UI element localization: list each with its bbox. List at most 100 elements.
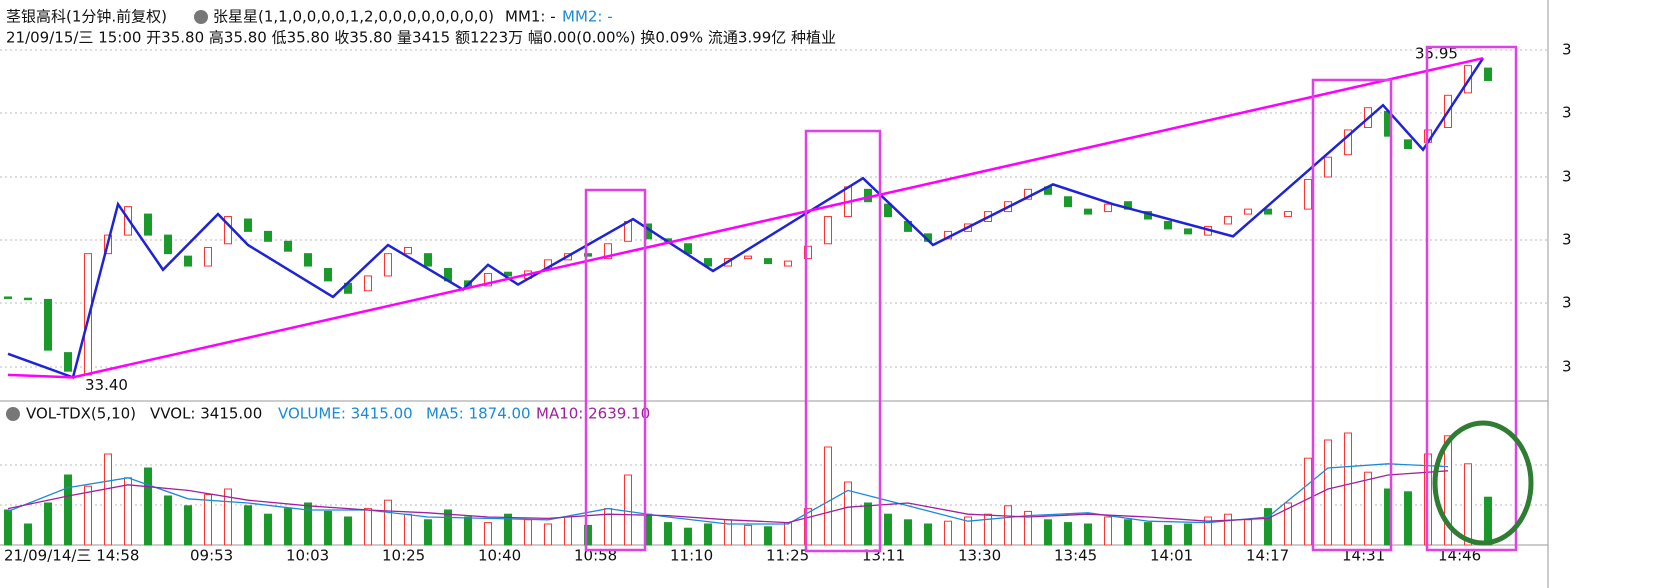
- volume-bar: [1024, 510, 1032, 546]
- candle: [784, 260, 792, 267]
- candle: [184, 255, 192, 267]
- time-label: 14:01: [1150, 547, 1193, 565]
- indicator-icon: [194, 10, 208, 24]
- volume-bar: [24, 523, 32, 546]
- volume-bar: [1264, 508, 1272, 546]
- candle: [484, 272, 492, 287]
- volume-label: VOLUME: 3415.00: [278, 405, 413, 423]
- volume-bar: [64, 474, 72, 546]
- right-axis-label: 3: [1562, 231, 1572, 249]
- volume-bar: [664, 522, 672, 546]
- marks: 35.95 33.40 3 3 3 3 3 3 21/09/14/三 14:58 09:53 10:…: [4, 41, 1572, 565]
- candle: [1084, 208, 1092, 215]
- candle: [424, 253, 432, 267]
- time-label: 14:17: [1246, 547, 1289, 565]
- volume-bar: [44, 502, 52, 546]
- candle: [504, 271, 512, 277]
- volume-bar: [764, 526, 772, 546]
- candle: [1304, 178, 1312, 210]
- highlight-box: [804, 129, 882, 553]
- volume-bar: [144, 467, 152, 546]
- time-label: 13:11: [862, 547, 905, 565]
- volume-bar: [1224, 513, 1232, 546]
- candle: [1244, 208, 1252, 215]
- candle: [1224, 216, 1232, 225]
- volume-bar: [824, 446, 832, 546]
- volume-title: VOL-TDX(5,10): [26, 405, 136, 423]
- volume-bar: [1164, 524, 1172, 546]
- vvol: VVOL: 3415.00: [150, 405, 262, 423]
- volume-icon: [6, 407, 20, 421]
- right-axis-label: 3: [1562, 168, 1572, 186]
- time-label: 11:25: [766, 547, 809, 565]
- volume-bar: [944, 520, 952, 546]
- time-label: 09:53: [190, 547, 233, 565]
- volume-bar: [204, 494, 212, 546]
- candle: [1404, 139, 1412, 150]
- candle: [324, 268, 332, 282]
- highlight-box: [1425, 45, 1518, 552]
- volume-bar: [464, 516, 472, 546]
- volume-bar: [564, 516, 572, 546]
- volume-bar: [524, 519, 532, 546]
- volume-bar: [344, 516, 352, 546]
- volume-bar: [244, 505, 252, 546]
- volume-bar: [1104, 516, 1112, 546]
- time-label: 10:40: [478, 547, 521, 565]
- candle: [384, 253, 392, 277]
- volume-bar: [284, 508, 292, 546]
- volume-bar: [844, 481, 852, 546]
- right-axis-label: 3: [1562, 104, 1572, 122]
- volume-bar: [164, 495, 172, 546]
- candle: [304, 253, 312, 267]
- volume-bar: [1284, 502, 1292, 546]
- highlight-box: [1311, 78, 1393, 552]
- mm2: MM2: -: [562, 8, 613, 26]
- volume-bar: [404, 513, 412, 546]
- candle: [604, 243, 612, 260]
- volume-bar: [1124, 519, 1132, 546]
- volume-bar: [704, 523, 712, 546]
- candle: [224, 216, 232, 245]
- volume-bar: [1484, 496, 1492, 546]
- volume-bar: [224, 488, 232, 546]
- right-axis-label: 3: [1562, 358, 1572, 376]
- volume-bar: [1044, 519, 1052, 546]
- volume-bar: [324, 510, 332, 546]
- volume-bar: [1404, 491, 1412, 546]
- volume-bar: [964, 516, 972, 546]
- volume-bar: [1004, 505, 1012, 546]
- candle: [1484, 67, 1492, 81]
- volume-bar: [864, 502, 872, 546]
- candle: [364, 275, 372, 292]
- volume-bar: [1324, 439, 1332, 546]
- extreme-label: 35.95: [1415, 44, 1458, 62]
- candle: [244, 218, 252, 232]
- candle: [824, 216, 832, 245]
- candle: [24, 297, 32, 301]
- ma5-line: [7, 463, 1449, 525]
- line: [7, 56, 1484, 379]
- time-label: 13:45: [1054, 547, 1097, 565]
- volume-bar: [444, 509, 452, 546]
- volume-bar: [1304, 457, 1312, 546]
- volume-bar: [424, 519, 432, 546]
- volume-bar: [684, 527, 692, 546]
- candle: [44, 298, 52, 351]
- volume-bar: [884, 513, 892, 546]
- volume-bar: [544, 523, 552, 546]
- volume-bar: [984, 513, 992, 546]
- highlight-box: [584, 188, 647, 552]
- candle: [164, 234, 172, 255]
- volume-bar: [264, 513, 272, 546]
- volume-bar: [304, 502, 312, 546]
- volume-bar: [1204, 516, 1212, 546]
- candle: [64, 352, 72, 372]
- highlight-boxes: [584, 45, 1518, 553]
- candle: [1324, 156, 1332, 178]
- volume-bar: [924, 523, 932, 546]
- line: [7, 57, 1485, 380]
- ma10-line: [7, 470, 1449, 524]
